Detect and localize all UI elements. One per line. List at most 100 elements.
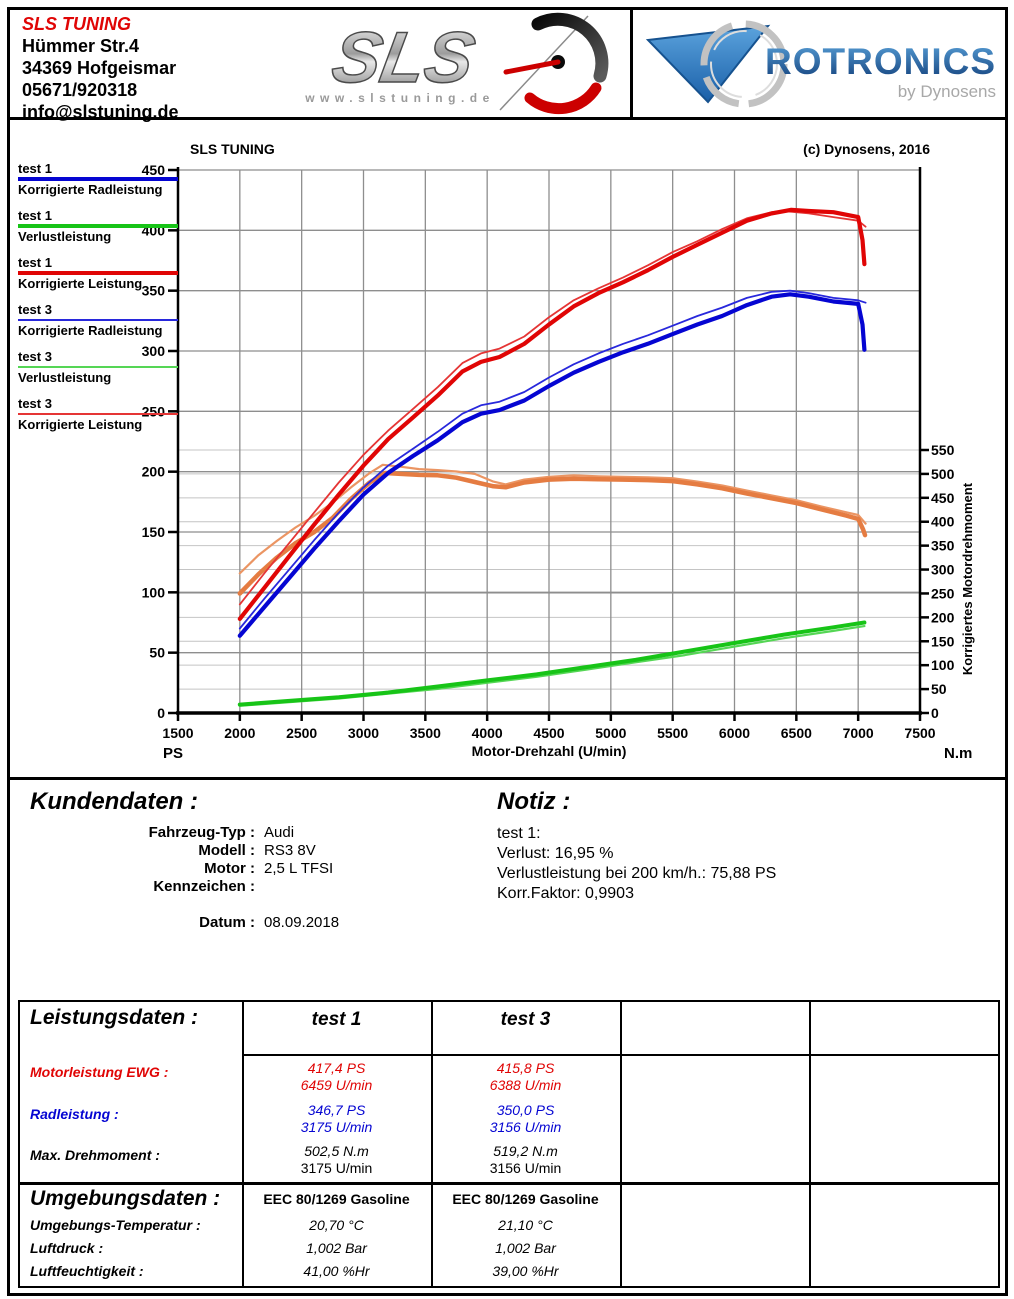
customer-row: Kennzeichen : (30, 878, 339, 896)
field-label: Datum : (199, 914, 255, 931)
company-phone: 05671/920318 (22, 80, 138, 100)
field-value: Audi (264, 824, 295, 841)
chart-legend: test 1 Korrigierte Radleistung test 1 Ve… (18, 161, 178, 443)
table-divider (809, 1002, 811, 1286)
table-divider (431, 1002, 433, 1286)
company-address2: 34369 Hofgeismar (22, 58, 177, 78)
table-title: Leistungsdaten : (30, 1006, 199, 1029)
rotronics-brand: ROTRONICS (765, 41, 996, 82)
value-line: 6459 U/min (300, 1077, 373, 1093)
table-divider (620, 1002, 622, 1286)
legend-test-label: test 3 (18, 349, 52, 364)
legend-line-swatch (18, 413, 178, 415)
legend-channel-label: Verlustleistung (18, 370, 112, 385)
value-temperatur-test3: 21,10 °C (498, 1217, 553, 1233)
company-name: SLS TUNING (22, 14, 132, 34)
table-divider (242, 1002, 244, 1286)
value-motorleistung-test1: 417,4 PS 6459 U/min (242, 1060, 431, 1098)
value-drehmoment-test1: 502,5 N.m 3175 U/min (242, 1143, 431, 1181)
legend-line-swatch (18, 366, 178, 368)
row-label-drehmoment: Max. Drehmoment : (30, 1147, 160, 1163)
legend-item: test 3 Verlustleistung (18, 349, 178, 385)
field-value: 2,5 L TFSI (264, 860, 334, 877)
chart-bottom-rule (7, 777, 1008, 780)
legend-channel-label: Korrigierte Radleistung (18, 323, 163, 338)
sls-logo: SLS www.slstuning.de (304, 12, 609, 115)
legend-channel-label: Verlustleistung (18, 229, 112, 244)
company-address1: Hümmer Str.4 (22, 36, 140, 56)
header-divider (630, 10, 633, 117)
value-radleistung-test3: 350,0 PS 3156 U/min (431, 1102, 620, 1140)
value-line: 3175 U/min (300, 1119, 373, 1135)
legend-line-swatch (18, 177, 178, 181)
row-label-radleistung: Radleistung : (30, 1106, 119, 1122)
field-label: Fahrzeug-Typ : (148, 824, 255, 841)
customer-section-title: Kundendaten : (30, 788, 198, 815)
customer-row: Motor : 2,5 L TFSI (30, 860, 339, 878)
table-divider (20, 1182, 998, 1185)
field-value: RS3 8V (264, 842, 316, 859)
legend-line-swatch (18, 224, 178, 228)
legend-channel-label: Korrigierte Leistung (18, 276, 143, 291)
sls-url: www.slstuning.de (304, 91, 495, 105)
page-frame (7, 7, 1008, 1296)
note-line: test 1: (497, 825, 541, 842)
note-line: Verlustleistung bei 200 km/h.: 75,88 PS (497, 865, 777, 882)
legend-test-label: test 3 (18, 396, 52, 411)
legend-item: test 3 Korrigierte Radleistung (18, 302, 178, 338)
field-value (255, 878, 264, 896)
value-luftfeuchtigkeit-test3: 39,00 %Hr (492, 1263, 559, 1279)
value-line: 415,8 PS (496, 1060, 555, 1076)
field-label: Modell : (198, 842, 255, 859)
value-line: 519,2 N.m (493, 1143, 558, 1159)
legend-test-label: test 1 (18, 208, 52, 223)
rotronics-flag-icon (645, 24, 771, 104)
column-header-test1: test 1 (311, 1009, 362, 1030)
legend-test-label: test 1 (18, 255, 52, 270)
environment-title: Umgebungsdaten : (30, 1187, 221, 1210)
legend-line-swatch (18, 319, 178, 321)
note-line: Verlust: 16,95 % (497, 845, 614, 862)
value-luftdruck-test3: 1,002 Bar (495, 1240, 556, 1256)
value-line: 6388 U/min (489, 1077, 562, 1093)
results-table: Leistungsdaten : test 1 test 3 Motorleis… (18, 1000, 1000, 1288)
table-divider (242, 1054, 998, 1056)
legend-item: test 1 Korrigierte Leistung (18, 255, 178, 291)
row-label-temperatur: Umgebungs-Temperatur : (30, 1217, 201, 1233)
rotronics-byline: by Dynosens (898, 82, 996, 101)
value-line: 502,5 N.m (304, 1143, 369, 1159)
value-luftdruck-test1: 1,002 Bar (306, 1240, 367, 1256)
rotronics-ring-icon (700, 20, 788, 108)
customer-row: Datum : 08.09.2018 (30, 914, 339, 932)
customer-row: Fahrzeug-Typ : Audi (30, 824, 339, 842)
legend-line-swatch (18, 271, 178, 275)
fuel-standard-test3: EEC 80/1269 Gasoline (452, 1191, 599, 1207)
legend-item: test 1 Verlustleistung (18, 208, 178, 244)
field-value: 08.09.2018 (264, 914, 340, 931)
value-line: 350,0 PS (496, 1102, 555, 1118)
gauge-icon (499, 12, 609, 115)
value-line: 3156 U/min (489, 1119, 562, 1135)
row-label-luftdruck: Luftdruck : (30, 1240, 104, 1256)
customer-row: Modell : RS3 8V (30, 842, 339, 860)
field-label: Motor : (204, 860, 255, 877)
legend-channel-label: Korrigierte Leistung (18, 417, 143, 432)
svg-text:SLS: SLS (327, 17, 481, 97)
fuel-standard-test1: EEC 80/1269 Gasoline (263, 1191, 410, 1207)
notes-section-title: Notiz : (497, 788, 571, 815)
value-line: 3175 U/min (300, 1160, 373, 1176)
legend-channel-label: Korrigierte Radleistung (18, 182, 163, 197)
legend-item: test 1 Korrigierte Radleistung (18, 161, 178, 197)
column-header-test3: test 3 (500, 1009, 551, 1030)
customer-data-section: Kundendaten : Fahrzeug-Typ : Audi Modell… (30, 788, 339, 932)
header-bottom-rule (7, 117, 1008, 120)
notes-section: Notiz : test 1: Verlust: 16,95 % Verlust… (497, 788, 776, 904)
sls-wordmark: SLS (326, 17, 482, 99)
value-temperatur-test1: 20,70 °C (309, 1217, 364, 1233)
legend-item: test 3 Korrigierte Leistung (18, 396, 178, 432)
value-line: 417,4 PS (307, 1060, 366, 1076)
row-label-luftfeuchtigkeit: Luftfeuchtigkeit : (30, 1263, 144, 1279)
field-label: Kennzeichen : (153, 878, 255, 895)
value-line: 3156 U/min (489, 1160, 562, 1176)
